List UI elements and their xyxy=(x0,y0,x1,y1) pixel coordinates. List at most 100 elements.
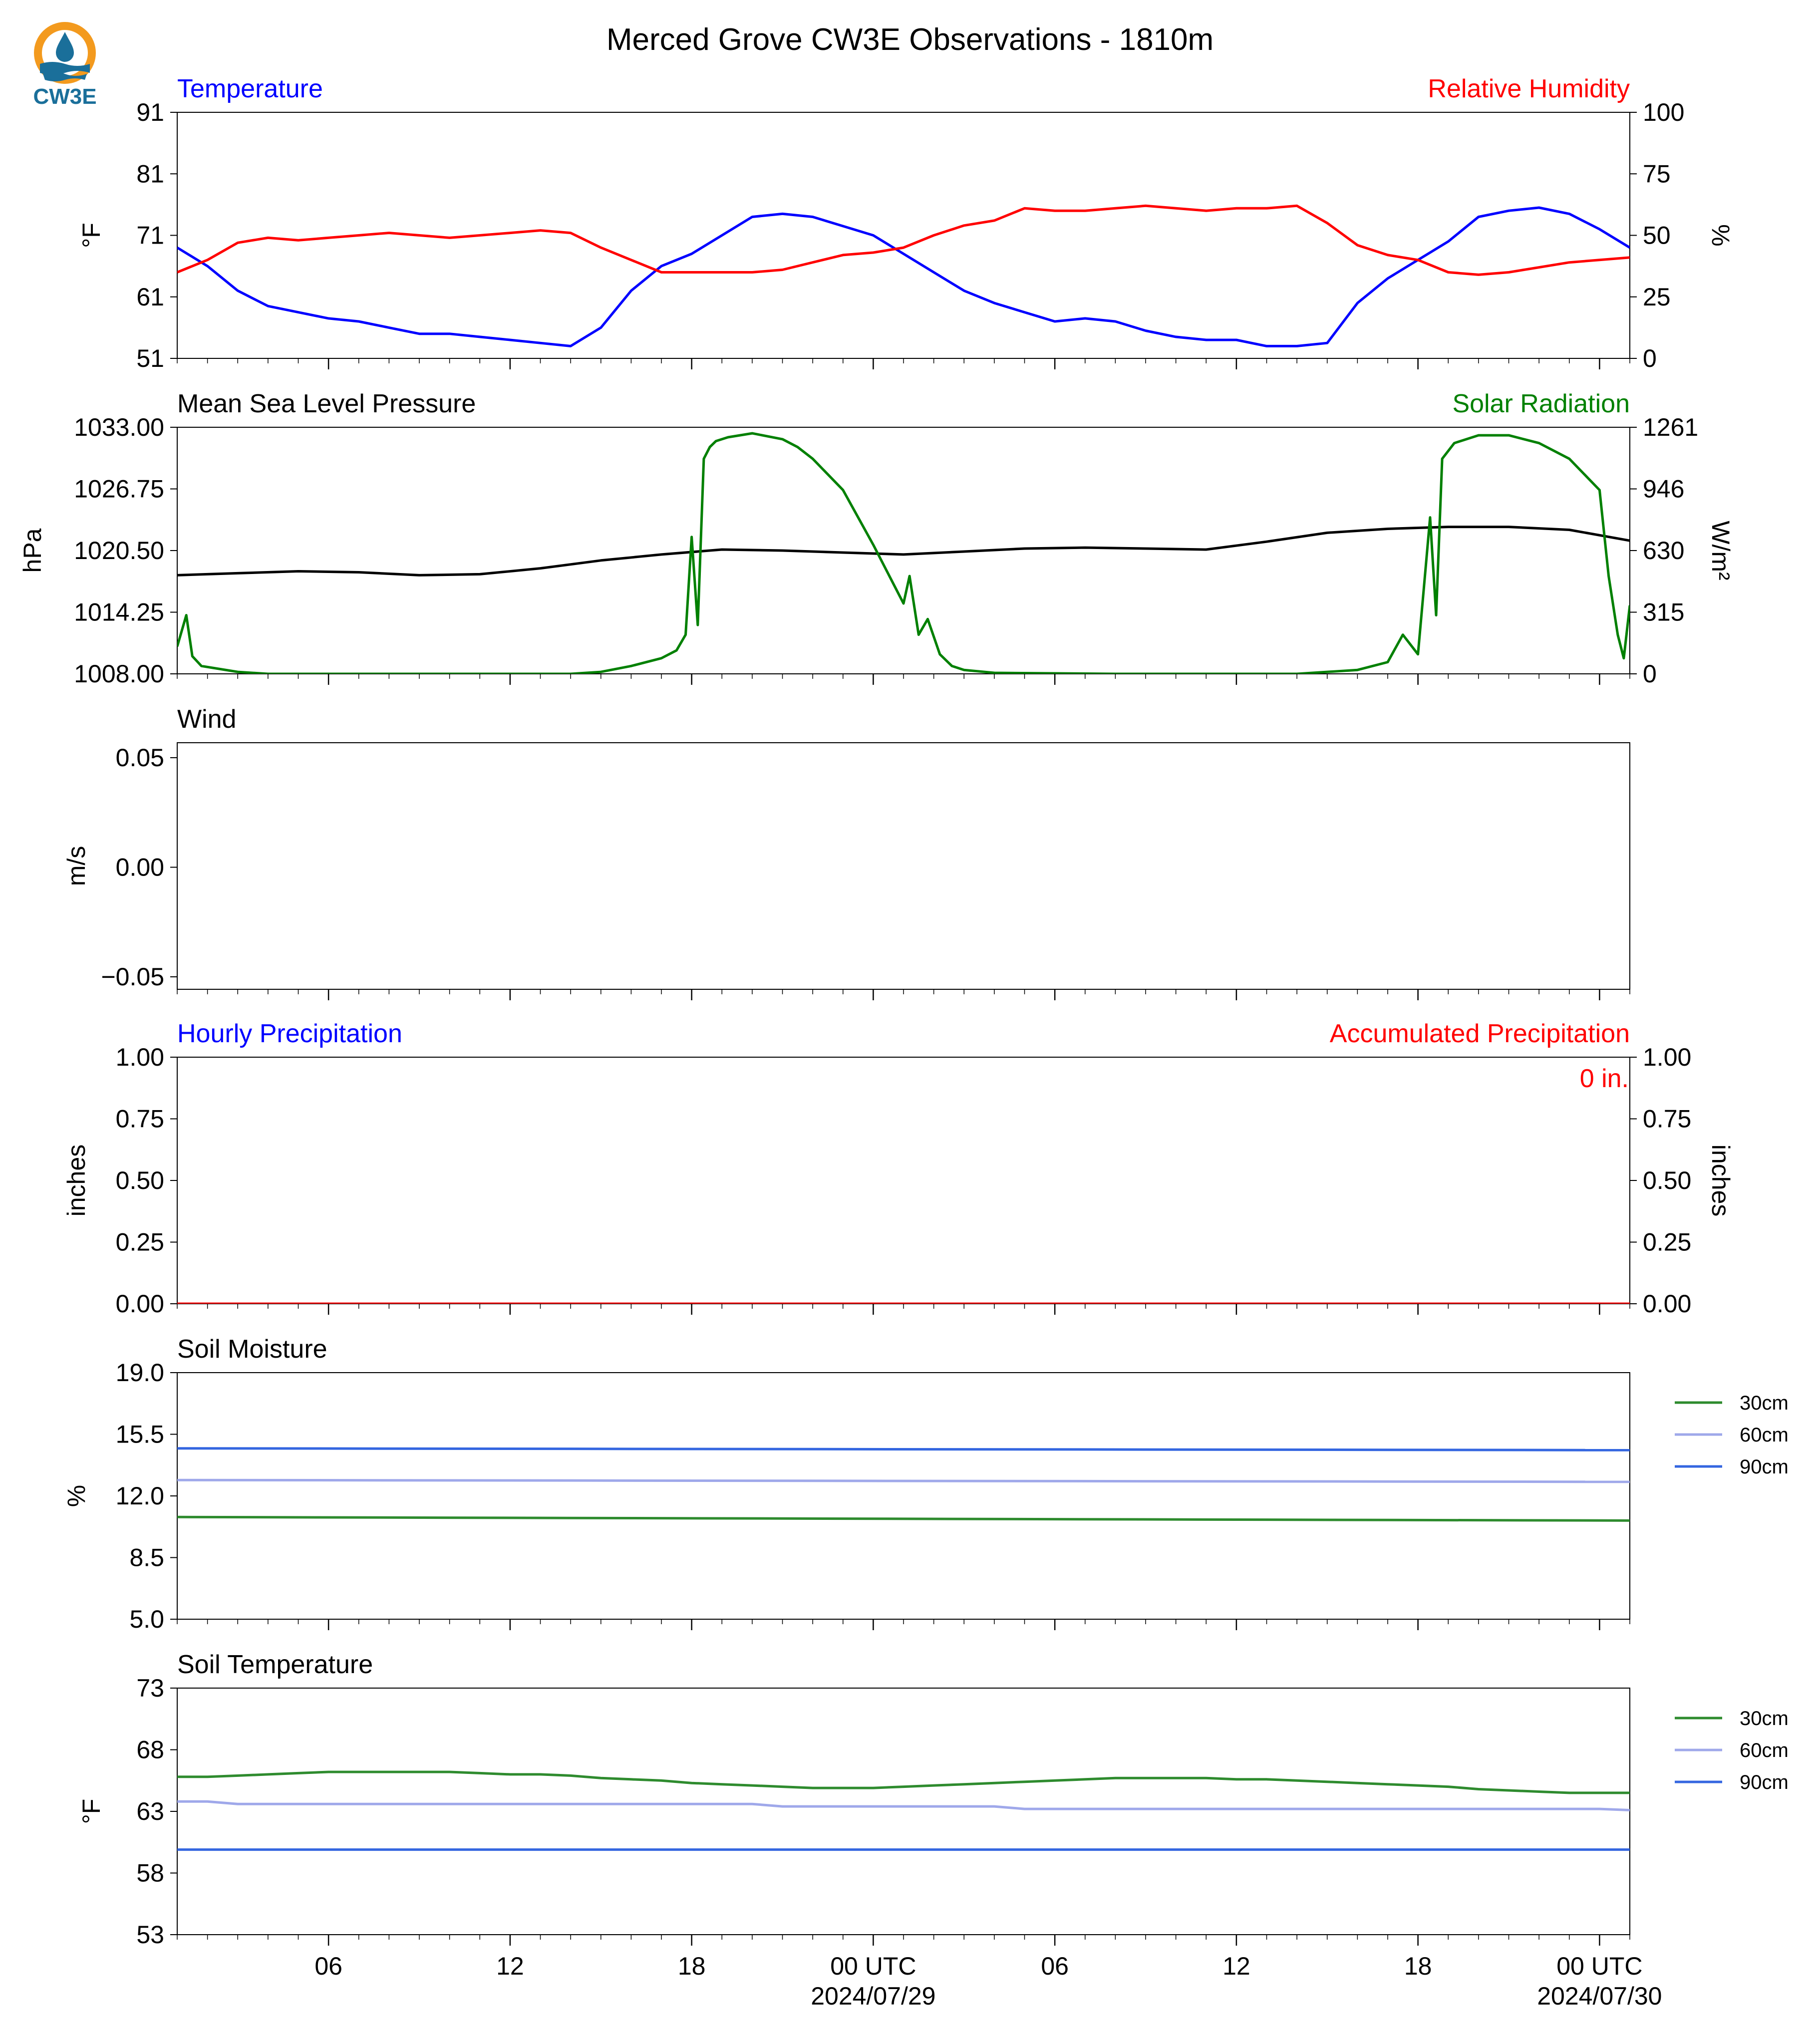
soil_moisture-left-axis-label: % xyxy=(62,1485,90,1507)
pressure-left-tick-label: 1008.00 xyxy=(74,660,164,688)
x-date-label: 2024/07/29 xyxy=(811,1982,935,2010)
pressure-left-tick-label: 1014.25 xyxy=(74,598,164,626)
wind-left-title: Wind xyxy=(177,705,236,734)
panel-wind: Wind 0.05 0.00 −0.05 m/s xyxy=(62,705,1630,1000)
precip-right-title: Accumulated Precipitation xyxy=(1330,1019,1630,1048)
soil_moisture-legend-label: 90cm xyxy=(1740,1456,1789,1478)
precip-right-tick-label: 0.75 xyxy=(1643,1105,1691,1133)
temperature-left-tick-label: 71 xyxy=(136,222,164,250)
temperature-right-tick-label: 100 xyxy=(1643,98,1684,126)
soil_moisture-left-title: Soil Moisture xyxy=(177,1335,327,1364)
precip-left-tick-label: 0.75 xyxy=(116,1105,164,1133)
soil_temp-left-tick-label: 53 xyxy=(136,1921,164,1949)
pressure-right-tick-label: 1261 xyxy=(1643,413,1698,441)
x-tick-label: 00 UTC xyxy=(830,1952,916,1980)
precip-left-tick-label: 0.25 xyxy=(116,1228,164,1256)
panel-soil_temp: Soil Temperature 73 68 63 58 53 °F 30cm 60cm 90cm… xyxy=(77,1650,1789,2010)
pressure-series-mean-sea-level-pressure xyxy=(177,526,1630,577)
panels-group: Temperature Relative Humidity 91 81 71 61 51 10… xyxy=(18,74,1789,2010)
x-date-label: 2024/07/30 xyxy=(1537,1982,1662,2010)
soil_moisture-left-tick-label: 15.5 xyxy=(116,1421,164,1449)
soil_temp-series-30cm xyxy=(177,1770,1630,1794)
x-tick-label: 12 xyxy=(1222,1952,1250,1980)
pressure-left-title: Mean Sea Level Pressure xyxy=(177,389,476,418)
temperature-right-title: Relative Humidity xyxy=(1428,74,1630,103)
soil_temp-left-title: Soil Temperature xyxy=(177,1650,373,1679)
cw3e-logo-graphic: CW3E xyxy=(33,22,97,109)
pressure-left-axis-label: hPa xyxy=(18,528,46,573)
temperature-left-axis-label: °F xyxy=(77,223,105,248)
panel-soil_moisture: Soil Moisture 19.0 15.5 12.0 8.5 5.0% 30cm 60cm… xyxy=(62,1335,1789,1633)
soil_moisture-series-90cm xyxy=(177,1447,1630,1451)
panel-temperature: Temperature Relative Humidity 91 81 71 61 51 10… xyxy=(77,74,1735,372)
precip-left-title: Hourly Precipitation xyxy=(177,1019,402,1048)
soil_temp-series-60cm xyxy=(177,1800,1630,1811)
panel-pressure: Mean Sea Level Pressure Solar Radiation 10… xyxy=(18,389,1735,688)
pressure-left-tick-label: 1033.00 xyxy=(74,413,164,441)
x-tick-label: 00 UTC xyxy=(1556,1952,1642,1980)
soil_moisture-series-60cm xyxy=(177,1478,1630,1483)
precip-right-axis-label: inches xyxy=(1707,1145,1735,1217)
pressure-left-tick-label: 1026.75 xyxy=(74,475,164,503)
wind-left-tick-label: 0.00 xyxy=(116,854,164,881)
soil_moisture-left-tick-label: 8.5 xyxy=(129,1544,164,1572)
precip-left-tick-label: 1.00 xyxy=(116,1043,164,1071)
logo-drop xyxy=(56,32,74,62)
temperature-left-title: Temperature xyxy=(177,74,323,103)
panel-precip: Hourly Precipitation Accumulated Precipit… xyxy=(62,1019,1735,1318)
soil_temp-left-tick-label: 58 xyxy=(136,1859,164,1887)
logo-wave-1 xyxy=(40,62,90,75)
wind-frame xyxy=(177,742,1630,990)
pressure-series-solar-radiation xyxy=(177,432,1630,674)
figure-title: Merced Grove CW3E Observations - 1810m xyxy=(607,22,1213,57)
x-tick-label: 18 xyxy=(678,1952,706,1980)
pressure-right-tick-label: 946 xyxy=(1643,475,1684,503)
pressure-left-tick-label: 1020.50 xyxy=(74,537,164,565)
soil_temp-left-tick-label: 68 xyxy=(136,1736,164,1764)
cw3e-logo: CW3E xyxy=(30,18,100,109)
soil_moisture-series-30cm xyxy=(177,1515,1630,1522)
x-tick-label: 06 xyxy=(314,1952,342,1980)
precip-right-tick-label: 0.50 xyxy=(1643,1166,1691,1194)
pressure-right-title: Solar Radiation xyxy=(1452,389,1630,418)
accumulated-precip-total: 0 in. xyxy=(1580,1064,1629,1093)
precip-right-tick-label: 1.00 xyxy=(1643,1043,1691,1071)
precip-frame xyxy=(177,1057,1630,1304)
temperature-left-tick-label: 81 xyxy=(136,160,164,188)
temperature-right-tick-label: 50 xyxy=(1643,222,1671,250)
temperature-series-temperature xyxy=(177,206,1630,347)
precip-left-tick-label: 0.00 xyxy=(116,1290,164,1318)
temperature-right-tick-label: 25 xyxy=(1643,283,1671,311)
temperature-right-tick-label: 0 xyxy=(1643,344,1657,372)
soil_moisture-left-tick-label: 19.0 xyxy=(116,1359,164,1387)
soil_moisture-legend-label: 30cm xyxy=(1740,1392,1789,1414)
temperature-right-axis-label: % xyxy=(1707,224,1735,246)
precip-left-axis-label: inches xyxy=(62,1145,90,1217)
soil_moisture-left-tick-label: 12.0 xyxy=(116,1482,164,1510)
soil_temp-legend-label: 60cm xyxy=(1740,1739,1789,1761)
soil_temp-left-axis-label: °F xyxy=(77,1799,105,1824)
soil_temp-legend-label: 30cm xyxy=(1740,1708,1789,1730)
precip-left-tick-label: 0.50 xyxy=(116,1166,164,1194)
wind-left-tick-label: −0.05 xyxy=(101,963,164,991)
precip-right-tick-label: 0.25 xyxy=(1643,1228,1691,1256)
soil_temp-left-tick-label: 63 xyxy=(136,1797,164,1825)
pressure-right-tick-label: 630 xyxy=(1643,537,1684,565)
soil_temp-frame xyxy=(177,1688,1630,1935)
pressure-right-tick-label: 0 xyxy=(1643,660,1657,688)
x-tick-label: 06 xyxy=(1041,1952,1069,1980)
soil_moisture-left-tick-label: 5.0 xyxy=(129,1605,164,1633)
temperature-frame xyxy=(177,112,1630,359)
pressure-right-tick-label: 315 xyxy=(1643,598,1684,626)
soil_temp-left-tick-label: 73 xyxy=(136,1674,164,1702)
temperature-right-tick-label: 75 xyxy=(1643,160,1671,188)
logo-text: CW3E xyxy=(33,84,96,108)
x-tick-label: 12 xyxy=(496,1952,524,1980)
precip-right-tick-label: 0.00 xyxy=(1643,1290,1691,1318)
pressure-frame xyxy=(177,427,1630,674)
temperature-left-tick-label: 61 xyxy=(136,283,164,311)
temperature-series-relative-humidity xyxy=(177,204,1630,276)
wind-left-tick-label: 0.05 xyxy=(116,744,164,772)
temperature-left-tick-label: 91 xyxy=(136,98,164,126)
